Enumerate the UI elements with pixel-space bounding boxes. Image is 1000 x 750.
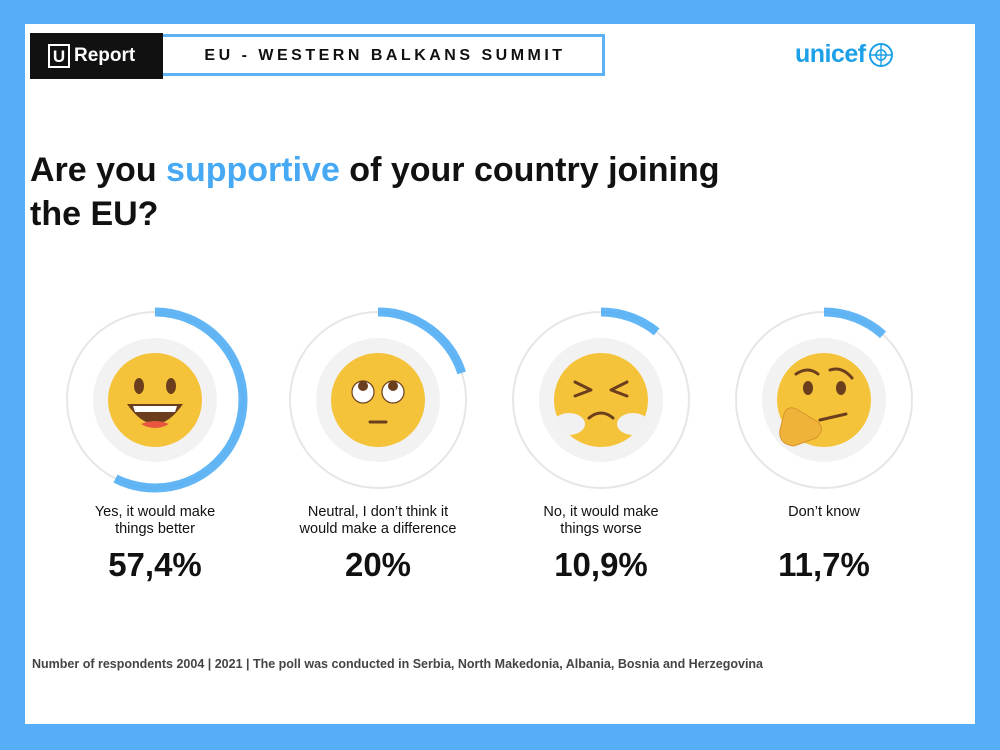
option-label: Yes, it would make things better	[45, 504, 265, 538]
option-label-line: Yes, it would make	[94, 504, 216, 520]
grinning-face-icon	[108, 353, 202, 447]
question-part2: of your country joining the EU?	[30, 151, 720, 233]
footer-note: Number of respondents 2004 | 2021 | The …	[32, 657, 763, 671]
option-value: 10,9%	[554, 546, 648, 583]
ureport-brand-text: Report	[74, 45, 136, 66]
option-label-line: things worse	[560, 521, 642, 537]
question-title: Are you supportive of your country joini…	[30, 148, 730, 236]
question-part1: Are you	[30, 151, 167, 189]
eye-roll-face-icon	[331, 353, 425, 447]
question-highlight: supportive	[166, 151, 340, 189]
option-label-line: things better	[115, 521, 195, 537]
option-value: 20%	[344, 546, 412, 583]
option-label: Don’t know	[714, 504, 934, 538]
result-ring	[285, 307, 471, 493]
poll-option: Don’t know 11,7%	[724, 290, 924, 590]
option-label-line: No, it would make	[543, 504, 659, 520]
poll-option: Yes, it would make things better 57,4%	[55, 290, 255, 590]
ureport-logo: U Report	[30, 33, 163, 79]
ureport-icon: U	[48, 44, 70, 68]
option-value: 11,7%	[778, 546, 870, 583]
poll-option: No, it would make things worse 10,9%	[501, 290, 701, 590]
option-label: No, it would make things worse	[491, 504, 711, 538]
globe-icon	[868, 42, 893, 67]
result-ring	[62, 307, 248, 493]
value-arc	[731, 307, 917, 493]
result-ring	[731, 307, 917, 493]
thinking-face-icon	[777, 353, 871, 447]
option-label: Neutral, I don’t think it would make a di…	[268, 504, 488, 538]
unicef-logo-text: unicef	[795, 40, 866, 68]
value-arc	[508, 307, 694, 493]
steam-face-icon	[553, 353, 649, 447]
option-label-line: would make a difference	[299, 521, 457, 537]
unicef-logo: unicef	[795, 40, 894, 69]
option-value: 57,4%	[108, 546, 202, 583]
value-arc	[285, 307, 471, 493]
poll-option: Neutral, I don’t think it would make a di…	[278, 290, 478, 590]
option-label-line: Don’t know	[788, 504, 860, 520]
option-label-line	[714, 521, 934, 538]
value-arc	[62, 307, 248, 493]
summit-title: EU - WESTERN BALKANS SUMMIT	[204, 47, 566, 64]
result-ring	[508, 307, 694, 493]
option-label-line: Neutral, I don’t think it	[307, 504, 449, 520]
